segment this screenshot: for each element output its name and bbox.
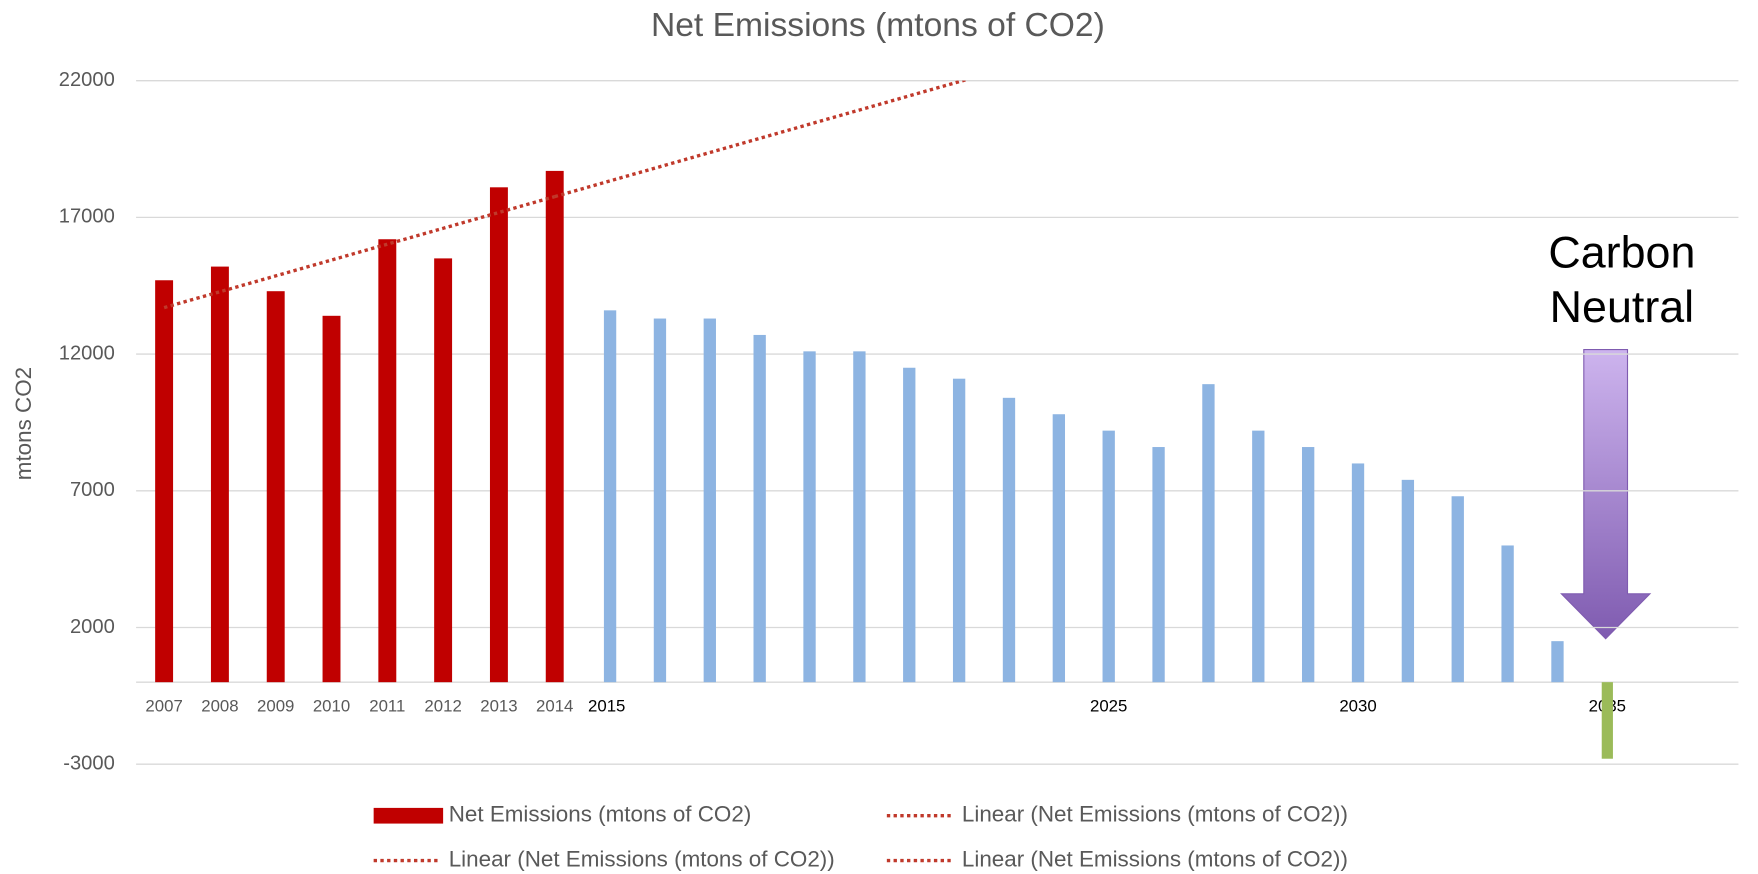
trend-line: [163, 194, 556, 310]
x-tick-label: 2010: [313, 696, 350, 715]
x-tick-label: 2025: [1090, 696, 1127, 715]
legend-swatch: [373, 807, 444, 824]
bar: [489, 187, 508, 683]
bar: [803, 351, 816, 683]
bar: [952, 378, 966, 683]
bar: [1601, 682, 1613, 759]
bar: [1501, 545, 1514, 683]
bar: [653, 318, 667, 683]
bar: [1451, 496, 1464, 683]
x-tick-label: 2015: [588, 696, 625, 715]
bar: [753, 334, 766, 683]
x-tick-label: 2007: [145, 696, 182, 715]
bar: [545, 170, 564, 683]
annotation: Carbon: [1548, 227, 1695, 277]
bar: [434, 258, 453, 683]
plot: -3000 2000 7000 12000 17000 22000 2007 2008 2009…: [59, 69, 1739, 871]
bar: [1551, 641, 1564, 683]
bar: [703, 318, 716, 683]
chart-title: Net Emissions (mtons of CO2): [651, 7, 1105, 44]
bar: [603, 310, 617, 683]
legend-label: Linear (Net Emissions (mtons of CO2)): [962, 846, 1348, 871]
y-tick-label: 2000: [70, 616, 115, 638]
y-tick-label: 7000: [70, 479, 115, 501]
x-tick-label: 2013: [480, 696, 517, 715]
bar: [322, 315, 341, 683]
bar: [1351, 463, 1365, 683]
bar: [1252, 430, 1265, 683]
y-tick-label: 22000: [59, 69, 115, 91]
legend-label: Linear (Net Emissions (mtons of CO2)): [962, 802, 1348, 827]
bar: [903, 367, 916, 683]
x-tick-label: 2030: [1339, 696, 1376, 715]
bar: [1052, 414, 1066, 683]
bar: [1202, 384, 1215, 683]
y-axis-label: mtons CO2: [11, 367, 36, 480]
trend: [163, 80, 969, 310]
y-tick-label: 12000: [59, 342, 115, 364]
x-tick-label: 2009: [257, 696, 294, 715]
bar: [1401, 479, 1415, 683]
bar: [210, 266, 229, 683]
bar: [1152, 447, 1165, 683]
bar: [1102, 430, 1115, 683]
bar: [1002, 397, 1016, 683]
x-tick-label: 2008: [201, 696, 238, 715]
x-tick-label: 2011: [369, 696, 405, 715]
y-tick-label: 17000: [59, 206, 115, 228]
arrow: [1560, 349, 1652, 640]
bar: [155, 280, 174, 683]
y-tick-label: -3000: [63, 753, 115, 775]
bar: [378, 239, 397, 683]
bar: [1301, 447, 1315, 683]
annotation: Neutral: [1550, 282, 1694, 332]
legend-label: Net Emissions (mtons of CO2): [449, 802, 752, 827]
x-tick-label: 2012: [424, 696, 461, 715]
bar: [266, 291, 285, 683]
x-tick-label: 2014: [536, 696, 573, 715]
legend-label: Linear (Net Emissions (mtons of CO2)): [449, 846, 835, 871]
bar: [853, 351, 866, 683]
